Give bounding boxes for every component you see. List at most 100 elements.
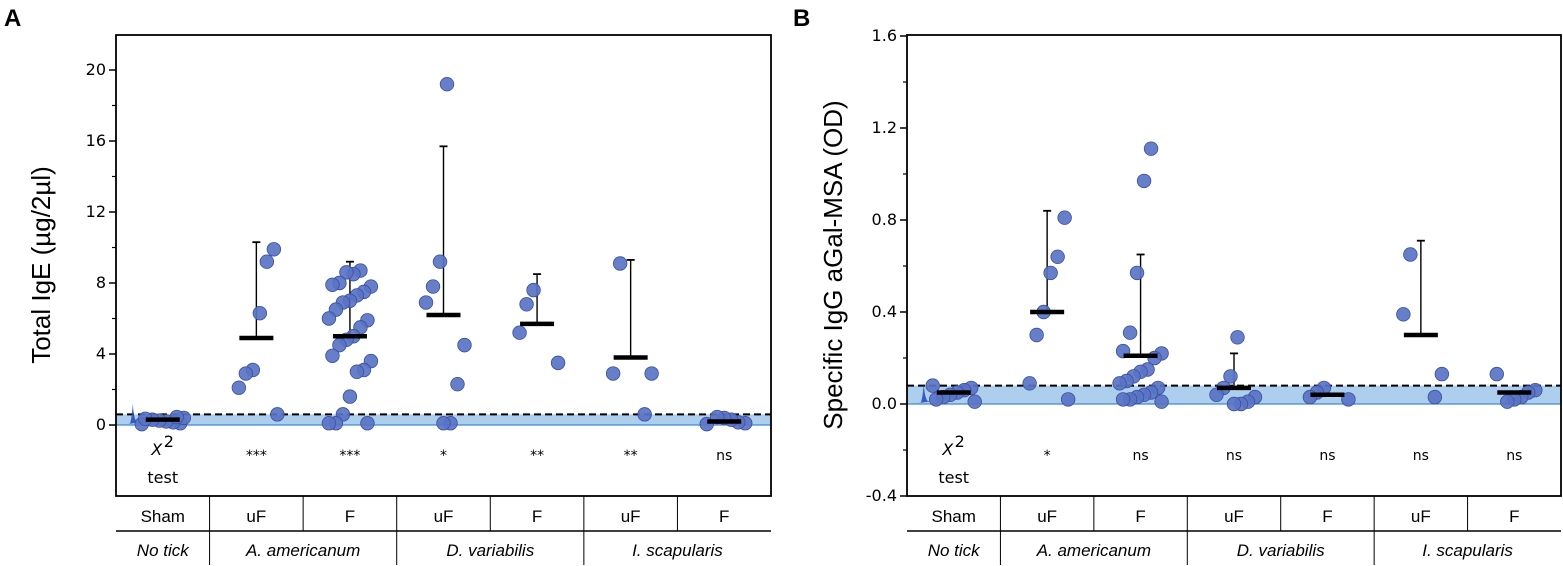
chi-square-label: X	[150, 440, 163, 459]
data-point	[439, 76, 455, 92]
y-tick-label: 0.4	[872, 302, 897, 321]
species-label: No tick	[137, 541, 190, 560]
group-label: uF	[1224, 507, 1244, 526]
panel-b: B -0.4 0.0 0.4 0.8 1.2 1.6 Specific IgG aGal-MS…	[793, 5, 1562, 565]
data-point	[342, 389, 358, 404]
group-label: uF	[434, 507, 454, 526]
data-point	[1427, 389, 1443, 405]
data-point	[550, 355, 566, 371]
chi-square-test-word: test	[938, 468, 969, 487]
data-point	[321, 311, 337, 326]
significance-label: ***	[339, 448, 360, 464]
significance-label: ns	[1506, 448, 1522, 464]
y-tick-label: 1.2	[872, 118, 897, 137]
panel-letter: B	[793, 5, 810, 32]
y-tick-label: 16	[86, 131, 106, 150]
data-point	[349, 364, 365, 379]
group-label: uF	[1037, 507, 1057, 526]
y-axis-label: Specific IgG aGal-MSA (OD)	[818, 100, 848, 429]
data-point	[1057, 210, 1072, 225]
data-point	[526, 282, 541, 298]
data-point	[325, 277, 340, 292]
data-point	[252, 305, 268, 321]
data-point	[231, 380, 247, 395]
data-point	[512, 325, 527, 340]
data-point	[1115, 392, 1131, 407]
data-point	[1302, 389, 1318, 405]
data-point	[1043, 265, 1058, 281]
species-label: D. variabilis	[1237, 541, 1325, 560]
data-point	[605, 366, 621, 381]
group-label: Sham	[932, 507, 976, 526]
significance-label: ns	[1226, 448, 1242, 464]
data-point	[1341, 392, 1356, 407]
data-point	[457, 337, 472, 353]
data-point	[1112, 376, 1127, 391]
group-label: F	[532, 507, 542, 526]
data-point	[1226, 396, 1242, 412]
group-label: F	[345, 507, 355, 526]
significance-label: **	[624, 448, 638, 464]
data-point	[612, 256, 628, 271]
significance-label: ***	[246, 448, 267, 464]
group-label: F	[1322, 507, 1332, 526]
sham-distribution-spike	[127, 403, 143, 424]
data-point	[1403, 247, 1418, 262]
data-point	[1050, 249, 1065, 264]
data-point	[644, 366, 659, 381]
data-point	[270, 407, 285, 422]
data-point	[259, 254, 275, 269]
data-point	[1489, 366, 1504, 382]
data-point	[1029, 327, 1044, 343]
data-point	[1209, 387, 1224, 403]
data-point	[1154, 394, 1169, 409]
data-point	[266, 242, 282, 257]
data-point	[1396, 307, 1411, 322]
plot-frame	[115, 34, 772, 497]
data-point	[325, 348, 340, 363]
y-tick-label: 0.0	[872, 394, 897, 413]
y-tick-label: 20	[86, 60, 106, 79]
data-point	[432, 254, 448, 269]
panel-letter: A	[4, 5, 21, 32]
data-point	[339, 265, 354, 280]
data-point	[929, 392, 944, 407]
data-point	[450, 376, 465, 392]
data-point	[1060, 392, 1076, 407]
group-label: uF	[621, 507, 641, 526]
y-tick-label: 4	[96, 344, 106, 363]
data-point	[436, 416, 451, 431]
data-point	[418, 295, 434, 310]
data-point	[1143, 141, 1159, 156]
group-label: F	[719, 507, 729, 526]
group-label: uF	[1411, 507, 1431, 526]
data-point	[1434, 366, 1450, 382]
species-label: D. variabilis	[446, 541, 534, 560]
data-point	[321, 416, 337, 431]
chi-square-superscript: 2	[164, 432, 174, 451]
data-point	[1129, 265, 1145, 281]
group-label: F	[1135, 507, 1145, 526]
species-label: No tick	[928, 541, 981, 560]
data-point	[1122, 325, 1138, 340]
data-point	[1136, 173, 1152, 189]
data-point	[637, 407, 652, 422]
plot-frame	[906, 34, 1562, 497]
data-point	[1022, 376, 1037, 391]
significance-label: **	[530, 448, 544, 464]
y-tick-label: 1.6	[872, 26, 897, 45]
y-axis-label: Total IgE (µg/2µl)	[26, 166, 56, 364]
significance-label: *	[1044, 448, 1051, 464]
species-label: A. americanum	[245, 541, 360, 560]
data-point	[967, 394, 982, 409]
y-tick-label: 0.8	[872, 210, 897, 229]
data-point	[1223, 369, 1238, 384]
significance-label: ns	[1319, 448, 1335, 464]
data-point	[425, 279, 441, 294]
species-label: A. americanum	[1036, 541, 1151, 560]
species-label: I. scapularis	[1422, 541, 1513, 560]
significance-label: ns	[1413, 448, 1429, 464]
y-tick-label: -0.4	[866, 486, 897, 505]
